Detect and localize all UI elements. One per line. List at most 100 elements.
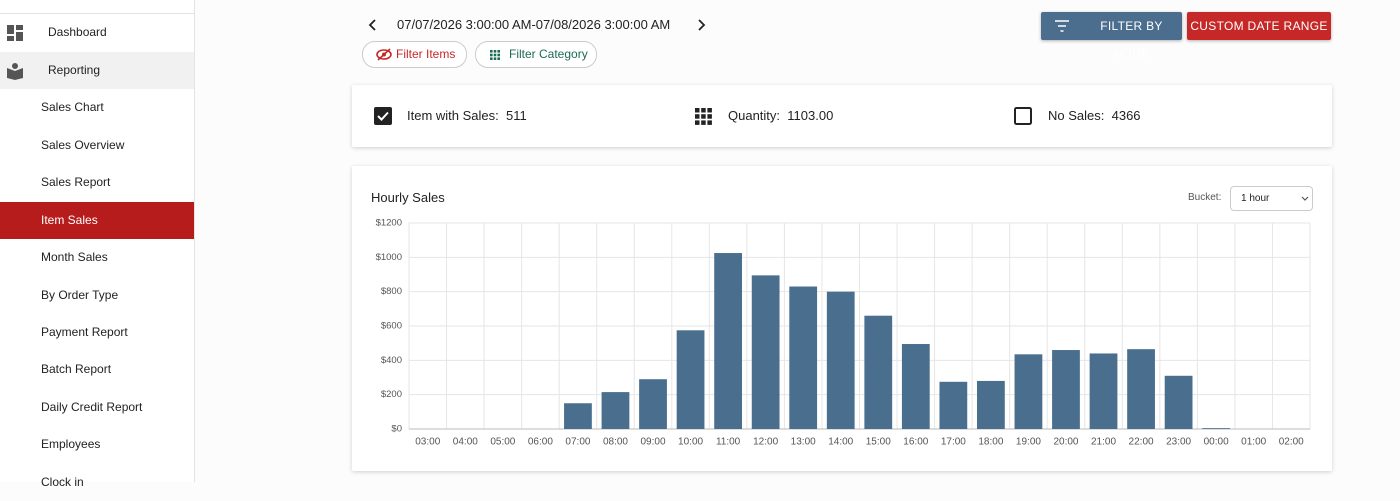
x-tick-label: 04:00 <box>453 437 478 448</box>
bar <box>601 392 630 429</box>
nav-item[interactable]: Daily Credit Report <box>0 389 194 426</box>
nav-item[interactable]: By Order Type <box>0 277 194 314</box>
bar <box>714 253 742 429</box>
pill-label: Filter Category <box>509 47 588 61</box>
next-arrow[interactable] <box>695 18 707 32</box>
y-tick-label: $1000 <box>376 252 402 263</box>
bar <box>789 286 818 429</box>
summary-label: No Sales: <box>1048 108 1105 123</box>
select-value: 1 hour <box>1241 193 1270 204</box>
x-tick-label: 02:00 <box>1279 437 1304 448</box>
sidebar: Dashboard Reporting Sales Chart Sales Ov… <box>0 0 195 489</box>
bar <box>1052 350 1080 429</box>
filter-by-hour-button[interactable]: FILTER BY HOUR <box>1041 12 1182 61</box>
nav-label: Employees <box>41 437 101 451</box>
nav-label: Sales Report <box>41 175 111 189</box>
nav-item[interactable]: Sales Report <box>0 164 194 201</box>
x-tick-label: 10:00 <box>678 437 703 448</box>
bar <box>564 403 592 429</box>
bar <box>1164 375 1193 429</box>
filter-icon <box>1055 20 1069 32</box>
nav-item[interactable]: Dashboard <box>0 14 194 51</box>
nav-item[interactable]: Sales Chart <box>0 89 194 126</box>
x-tick-label: 13:00 <box>791 437 816 448</box>
nav-item[interactable]: Batch Report <box>0 351 194 388</box>
filter-items-pill[interactable]: Filter Items <box>362 41 467 68</box>
quantity-icon <box>695 108 712 125</box>
summary-item: Quantity: 1103.00 <box>728 108 833 123</box>
prev-arrow[interactable] <box>367 18 379 32</box>
bar <box>1089 353 1118 429</box>
bar <box>864 315 893 429</box>
nav-item[interactable]: Clock in <box>0 464 194 501</box>
y-tick-label: $1200 <box>376 218 402 229</box>
checked-icon <box>374 107 392 125</box>
x-tick-label: 08:00 <box>603 437 628 448</box>
nav-label: Sales Overview <box>41 138 125 152</box>
nav-item[interactable]: Sales Overview <box>0 127 194 164</box>
x-tick-label: 21:00 <box>1091 437 1116 448</box>
summary-item: Item with Sales: 511 <box>407 108 527 123</box>
pill-label: Filter Items <box>396 47 456 61</box>
bar <box>676 330 705 429</box>
chart-title: Hourly Sales <box>371 190 445 205</box>
bar <box>977 380 1005 429</box>
nav-label: By Order Type <box>41 288 119 302</box>
y-tick-label: $0 <box>391 424 402 435</box>
y-tick-label: $200 <box>381 389 402 400</box>
x-tick-label: 14:00 <box>828 437 853 448</box>
nav-label: Item Sales <box>41 213 98 227</box>
nav-item[interactable]: Employees <box>0 426 194 463</box>
summary-value: 511 <box>506 108 527 123</box>
nav-label: Sales Chart <box>41 100 104 114</box>
nav-item[interactable]: Reporting <box>0 52 194 89</box>
nav-item[interactable]: Payment Report <box>0 314 194 351</box>
x-tick-label: 22:00 <box>1129 437 1154 448</box>
y-tick-label: $400 <box>381 355 402 366</box>
x-tick-label: 12:00 <box>753 437 778 448</box>
nav-label: Clock in <box>41 475 84 489</box>
x-tick-label: 09:00 <box>641 437 666 448</box>
x-tick-label: 00:00 <box>1204 437 1229 448</box>
bar <box>826 291 855 429</box>
nav-item[interactable]: Month Sales <box>0 239 194 276</box>
y-tick-label: $600 <box>381 321 402 332</box>
bar <box>1127 349 1155 429</box>
grid-icon <box>490 50 500 60</box>
nav-label: Batch Report <box>41 362 112 376</box>
select-chevron <box>1301 196 1309 201</box>
nav-label: Payment Report <box>41 325 128 339</box>
bar <box>751 275 780 429</box>
bar <box>901 344 930 429</box>
nav-label: Daily Credit Report <box>41 400 143 414</box>
nav-label: Reporting <box>48 63 101 77</box>
x-tick-label: 11:00 <box>716 437 741 448</box>
bar <box>639 379 667 429</box>
nav-item-active[interactable]: Item Sales <box>0 202 194 239</box>
hidden-icon <box>376 48 392 61</box>
x-tick-label: 17:00 <box>941 437 966 448</box>
summary-value: 1103.00 <box>787 108 834 123</box>
bar <box>1202 428 1231 429</box>
divider <box>0 13 194 14</box>
x-tick-label: 20:00 <box>1053 437 1078 448</box>
page: Dashboard Reporting Sales Chart Sales Ov… <box>0 0 1332 489</box>
y-tick-label: $800 <box>381 286 402 297</box>
x-tick-label: 05:00 <box>490 437 515 448</box>
bucket-label: Bucket: <box>1188 192 1222 203</box>
summary-card <box>352 85 1332 147</box>
x-tick-label: 16:00 <box>903 437 928 448</box>
chart: $0 $200 $400 $600 $800 $1000 $1200 03:00 04:00 05… <box>376 218 1311 448</box>
summary-value: 4366 <box>1111 108 1141 123</box>
dashboard-icon <box>7 25 23 41</box>
bucket-select[interactable]: 1 hour <box>1230 186 1313 211</box>
x-tick-label: 01:00 <box>1241 437 1266 448</box>
reporting-icon <box>7 63 23 80</box>
unchecked-icon <box>1014 107 1032 125</box>
button-label: CUSTOM DATE RANGE <box>1190 19 1328 33</box>
filter-category-pill[interactable]: Filter Category <box>475 41 597 68</box>
custom-date-button[interactable]: CUSTOM DATE RANGE <box>1187 12 1331 40</box>
x-tick-label: 07:00 <box>565 437 590 448</box>
nav-label: Month Sales <box>41 250 108 264</box>
x-tick-label: 19:00 <box>1016 437 1041 448</box>
